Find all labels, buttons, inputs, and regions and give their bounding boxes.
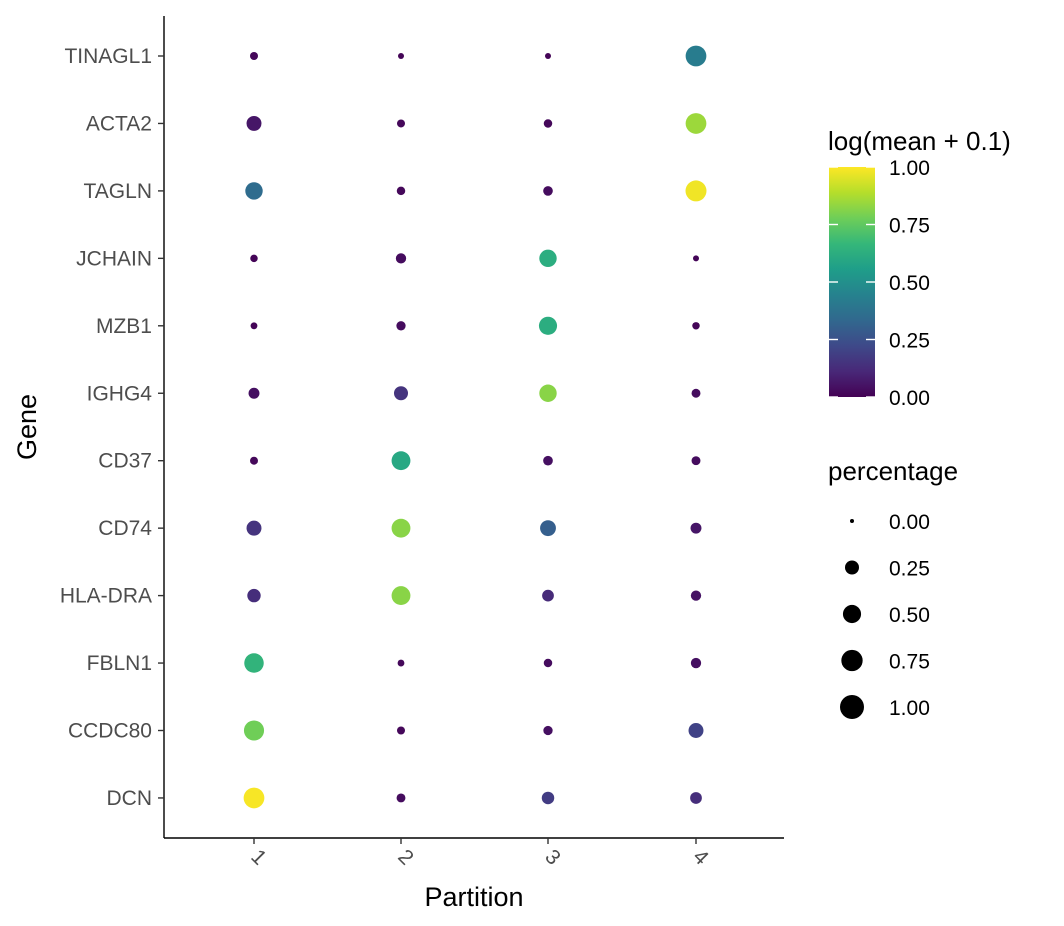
size-legend: percentage 0.00 0.25 0.50 0.75 1.00 xyxy=(828,456,958,720)
dot-point xyxy=(543,455,553,466)
dot-point xyxy=(539,384,557,402)
dot-point xyxy=(543,658,553,668)
y-tick-label: JCHAIN xyxy=(76,247,152,270)
dot-point xyxy=(543,725,553,736)
dot-point xyxy=(539,249,557,268)
size-legend-dot xyxy=(841,649,863,672)
color-legend-label: 0.25 xyxy=(889,330,930,353)
dot-point xyxy=(243,787,265,809)
dot-point xyxy=(541,791,555,805)
y-tick-label: CD74 xyxy=(98,517,152,540)
size-legend-label: 1.00 xyxy=(889,697,930,720)
dot-point xyxy=(244,653,264,673)
x-axis: 1 2 3 4 xyxy=(246,838,713,870)
dot-point xyxy=(691,456,701,466)
dot-point xyxy=(538,316,558,335)
x-axis-title: Partition xyxy=(424,882,523,912)
dot-point xyxy=(250,254,258,263)
dot-point xyxy=(545,53,551,59)
x-tick-label: 1 xyxy=(246,845,271,870)
dot-point xyxy=(243,720,265,741)
y-tick-label: DCN xyxy=(107,787,153,810)
dot-point xyxy=(396,321,406,331)
dot-point xyxy=(396,793,406,803)
plot-panel xyxy=(163,16,784,839)
y-tick-label: HLA-DRA xyxy=(60,585,152,608)
y-axis: TINAGL1 ACTA2 TAGLN JCHAIN MZB1 IGHG4 CD37 CD74… xyxy=(60,45,164,810)
dot-point xyxy=(396,186,406,196)
size-legend-label: 0.50 xyxy=(889,604,930,627)
dot-point xyxy=(391,518,411,538)
dot-point xyxy=(685,180,707,202)
dot-point xyxy=(391,451,411,471)
dot-point xyxy=(397,659,405,667)
color-legend-label: 0.50 xyxy=(889,272,930,295)
dot-point xyxy=(394,386,408,401)
dot-point xyxy=(397,119,405,128)
x-tick-label: 3 xyxy=(540,845,565,870)
dot-point xyxy=(397,726,405,735)
dot-point xyxy=(246,520,262,536)
color-legend-label: 0.75 xyxy=(889,215,930,238)
color-legend: log(mean + 0.1) 1.00 0.75 0.50 0.25 0.00 xyxy=(828,126,1011,410)
dot-point xyxy=(247,588,261,603)
color-legend-label: 0.00 xyxy=(889,387,930,410)
dot-point xyxy=(690,522,702,534)
dot-point xyxy=(542,589,554,602)
size-legend-label: 0.00 xyxy=(889,511,930,534)
dot-point xyxy=(250,456,258,465)
dot-point xyxy=(250,52,258,60)
color-legend-title: log(mean + 0.1) xyxy=(828,126,1011,156)
y-tick-label: FBLN1 xyxy=(87,652,152,675)
dot-point xyxy=(693,255,699,262)
dot-point xyxy=(245,182,263,200)
dot-point xyxy=(398,53,404,59)
dot-point xyxy=(391,586,411,606)
size-legend-dot xyxy=(850,519,854,523)
size-legend-title: percentage xyxy=(828,456,958,486)
dot-point xyxy=(248,387,260,399)
size-legend-dot xyxy=(845,560,859,575)
dot-point xyxy=(395,253,407,264)
dot-point xyxy=(685,45,707,67)
dot-point xyxy=(543,186,553,196)
dot-point xyxy=(540,520,556,537)
y-tick-label: MZB1 xyxy=(96,315,152,338)
y-axis-title: Gene xyxy=(12,394,42,460)
size-legend-dot xyxy=(842,604,862,624)
y-tick-label: TAGLN xyxy=(84,180,152,203)
color-legend-label: 1.00 xyxy=(889,157,930,180)
dot-point xyxy=(692,322,700,330)
size-legend-label: 0.75 xyxy=(889,651,930,674)
dot-point xyxy=(690,590,702,601)
x-tick-label: 2 xyxy=(393,845,418,870)
dot-point xyxy=(246,115,262,131)
size-legend-label: 0.25 xyxy=(889,558,930,581)
y-tick-label: CCDC80 xyxy=(68,720,152,743)
y-tick-label: IGHG4 xyxy=(87,382,153,405)
points-layer xyxy=(243,45,707,809)
dot-point xyxy=(688,723,704,738)
y-tick-label: ACTA2 xyxy=(86,112,152,135)
size-legend-dot xyxy=(840,695,864,719)
y-tick-label: TINAGL1 xyxy=(64,45,152,68)
x-tick-label: 4 xyxy=(688,845,713,870)
dot-point xyxy=(250,322,258,330)
y-tick-label: CD37 xyxy=(98,450,152,473)
dot-point xyxy=(691,388,701,398)
dot-point xyxy=(685,113,707,134)
dot-point xyxy=(690,657,702,669)
dot-point xyxy=(543,119,553,128)
dot-point xyxy=(690,792,702,804)
